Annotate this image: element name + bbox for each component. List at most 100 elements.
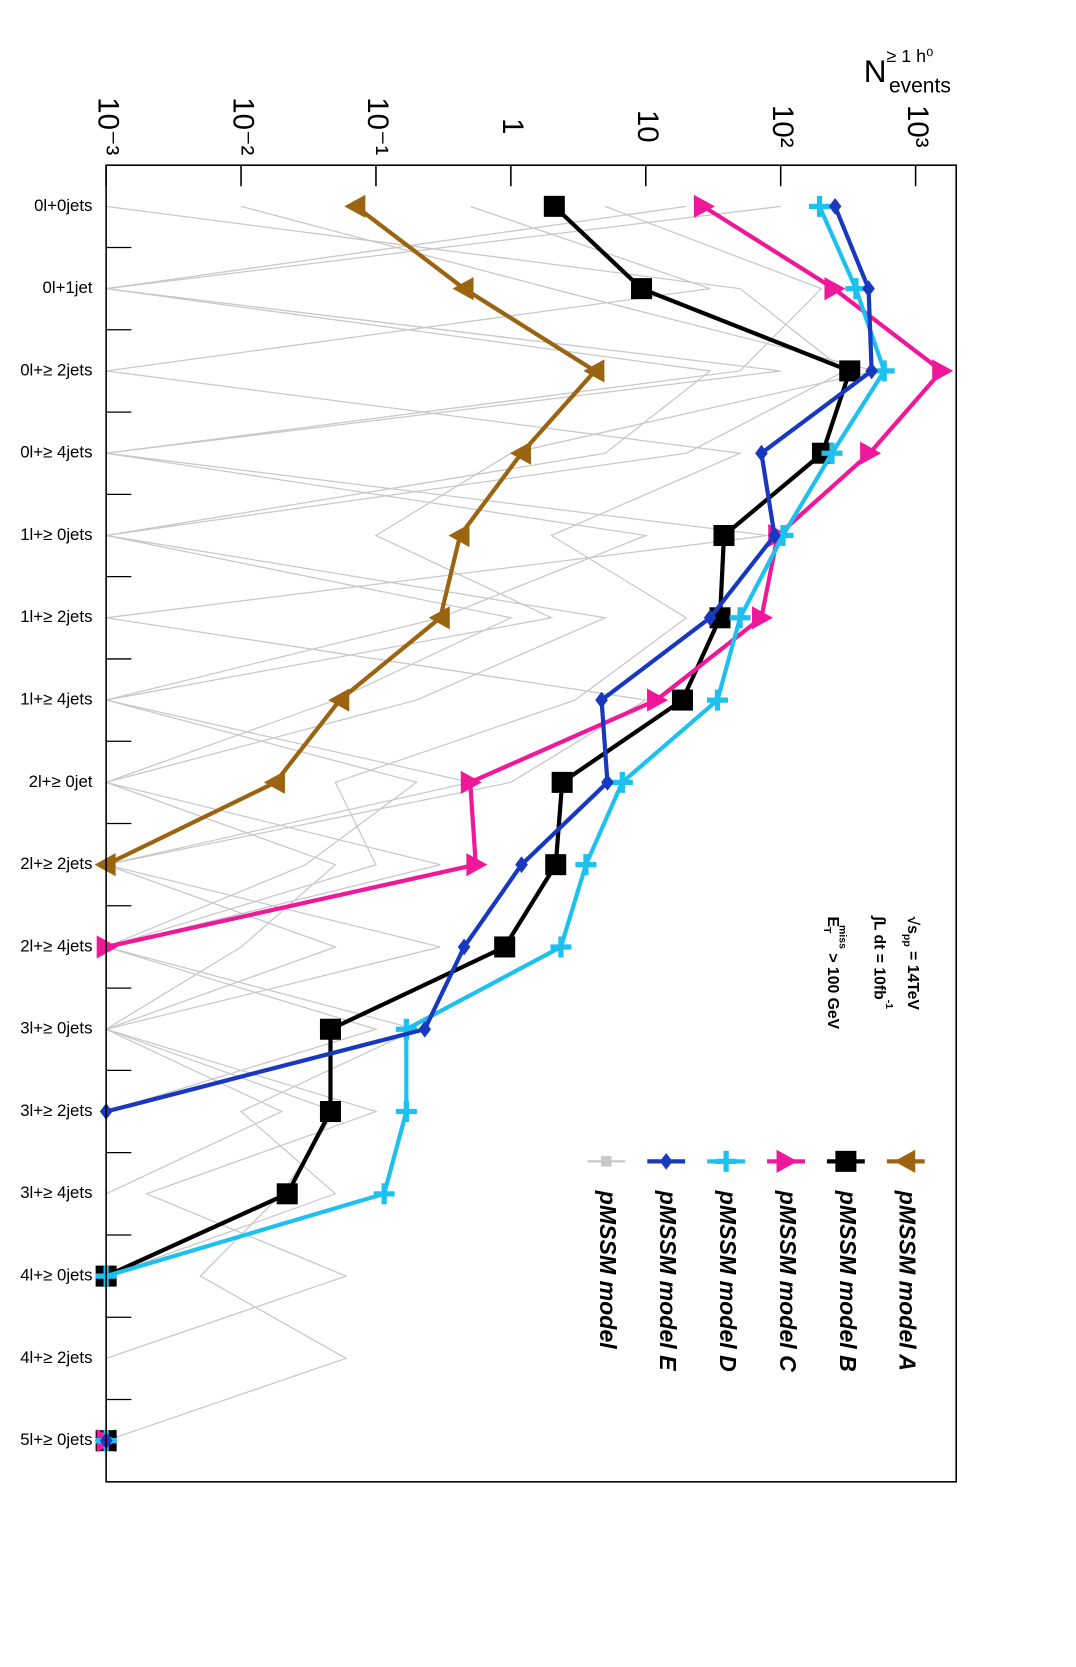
x-tick-label: 10⁻¹: [361, 97, 394, 155]
annotation-rest: = 14TeV: [904, 947, 921, 1011]
marker: [611, 771, 633, 793]
marker: [460, 770, 482, 794]
annotation-main: E: [824, 917, 841, 928]
marker: [659, 1152, 673, 1170]
marker: [839, 360, 861, 382]
marker: [395, 1101, 417, 1123]
x-tick-label: 10²: [766, 105, 799, 148]
marker: [671, 689, 693, 711]
marker: [96, 935, 118, 959]
marker: [751, 606, 773, 630]
category-label: 3l+≥ 4jets: [20, 1183, 92, 1202]
category-label: 3l+≥ 0jets: [20, 1019, 92, 1038]
marker: [932, 359, 954, 383]
marker: [865, 362, 878, 380]
marker: [319, 1018, 341, 1040]
label-sup: ≥ 1 h⁰: [887, 46, 934, 66]
marker: [601, 773, 614, 791]
label-main: N: [864, 53, 887, 89]
category-label: 0l+≥ 2jets: [20, 360, 92, 379]
marker: [706, 689, 728, 711]
legend-label: pMSSM model A: [895, 1190, 921, 1371]
marker: [729, 607, 751, 629]
marker: [515, 856, 528, 874]
category-label: 4l+≥ 0jets: [20, 1266, 92, 1285]
label-sub: events: [889, 74, 951, 97]
marker: [466, 853, 488, 877]
annotation-main: ∫L dt = 10fb: [870, 915, 887, 1000]
y-axis-label: N≥ 1 h⁰ events: [864, 46, 951, 97]
annotation: ∫L dt = 10fb-1: [870, 915, 895, 1010]
category-label: 1l+≥ 2jets: [20, 607, 92, 626]
marker: [862, 280, 875, 298]
marker: [693, 194, 715, 218]
marker: [545, 854, 567, 876]
marker: [452, 277, 474, 301]
annotation: √spp = 14TeV: [901, 917, 921, 1011]
marker: [550, 936, 572, 958]
marker: [328, 688, 350, 712]
marker: [418, 1020, 432, 1038]
legend-label: pMSSM model E: [655, 1190, 681, 1371]
x-tick-label: 10⁻³: [91, 97, 124, 155]
marker: [395, 1018, 417, 1040]
marker: [595, 691, 608, 709]
marker: [715, 1150, 737, 1172]
x-tick-label: 1: [496, 118, 529, 134]
marker: [263, 770, 285, 794]
marker: [448, 523, 470, 548]
background-line: [104, 205, 876, 1113]
marker: [583, 359, 605, 383]
annotation-sub: pp: [901, 934, 913, 947]
marker: [94, 853, 116, 877]
marker: [713, 524, 735, 547]
legend-label: pMSSM model D: [715, 1190, 741, 1372]
legend-label: pMSSM model C: [775, 1190, 801, 1372]
marker: [543, 195, 565, 217]
background-line: [103, 205, 781, 1112]
marker: [776, 1149, 798, 1173]
annotation-sup: -1: [883, 1000, 895, 1009]
category-label: 5l+≥ 0jets: [20, 1430, 92, 1449]
background-line: [103, 205, 823, 1359]
marker: [835, 1150, 857, 1172]
marker: [631, 278, 653, 300]
legend-label: pMSSM model: [595, 1190, 621, 1349]
marker: [755, 444, 768, 462]
marker: [428, 606, 450, 630]
legend-marker: [601, 1156, 612, 1167]
marker: [809, 195, 831, 217]
marker: [709, 607, 731, 629]
marker: [703, 609, 717, 627]
category-label: 1l+≥ 4jets: [20, 690, 92, 709]
category-label: 0l+≥ 4jets: [20, 443, 92, 462]
category-label: 2l+≥ 2jets: [20, 854, 92, 873]
x-tick-label: 10³: [901, 105, 934, 148]
legend-label: pMSSM model B: [835, 1190, 861, 1372]
category-label: 3l+≥ 2jets: [20, 1101, 92, 1120]
marker: [509, 441, 532, 465]
marker: [860, 441, 882, 465]
marker: [373, 1183, 395, 1205]
marker: [828, 197, 842, 215]
marker: [276, 1183, 298, 1205]
category-label: 2l+≥ 0jet: [29, 772, 93, 791]
annotation-main: √s: [904, 917, 921, 935]
x-tick-label: 10: [631, 110, 664, 143]
category-label: 0l+0jets: [34, 196, 92, 215]
category-label: 0l+1jet: [42, 278, 92, 297]
category-label: 4l+≥ 2jets: [20, 1348, 92, 1367]
annotation-sub: T: [821, 927, 833, 934]
category-label: 2l+≥ 4jets: [20, 936, 92, 955]
annotation: ET miss > 100 GeV: [821, 917, 849, 1030]
annotation-sup: miss: [837, 925, 849, 949]
marker: [768, 527, 781, 544]
marker: [647, 688, 669, 712]
marker: [344, 194, 366, 218]
x-tick-label: 10⁻²: [226, 97, 259, 155]
marker: [894, 1149, 916, 1173]
marker: [494, 936, 516, 958]
marker: [824, 277, 846, 301]
